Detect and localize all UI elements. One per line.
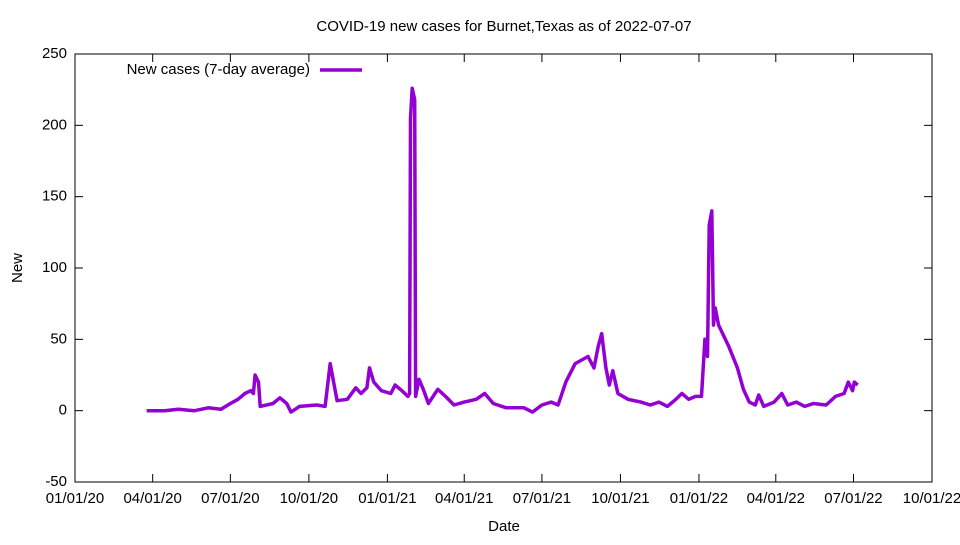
x-tick-label: 07/01/21 — [513, 490, 571, 507]
x-axis-label: Date — [488, 518, 520, 535]
legend-label: New cases (7-day average) — [127, 61, 310, 78]
plot-border — [74, 53, 933, 483]
y-tick-label: 250 — [42, 45, 67, 62]
y-tick-label: 200 — [42, 116, 67, 133]
x-tick-label: 10/01/22 — [903, 490, 960, 507]
x-tick-label: 01/01/22 — [670, 490, 728, 507]
y-tick-label: 0 — [59, 402, 67, 419]
x-tick-label: 07/01/20 — [201, 490, 259, 507]
x-tick-label: 04/01/20 — [123, 490, 181, 507]
y-axis-label: New — [9, 253, 26, 283]
chart-title: COVID-19 new cases for Burnet,Texas as o… — [316, 18, 691, 35]
y-tick-label: -50 — [45, 473, 67, 490]
y-tick-label: 50 — [50, 330, 67, 347]
x-tick-label: 10/01/20 — [280, 490, 338, 507]
data-line — [146, 86, 859, 414]
x-tick-label: 04/01/22 — [747, 490, 805, 507]
x-tick-label: 07/01/22 — [824, 490, 882, 507]
x-tick-label: 01/01/21 — [358, 490, 416, 507]
y-tick-label: 100 — [42, 259, 67, 276]
x-tick-label: 04/01/21 — [435, 490, 493, 507]
y-tick-label: 150 — [42, 188, 67, 205]
x-tick-label: 01/01/20 — [46, 490, 104, 507]
x-tick-label: 10/01/21 — [591, 490, 649, 507]
